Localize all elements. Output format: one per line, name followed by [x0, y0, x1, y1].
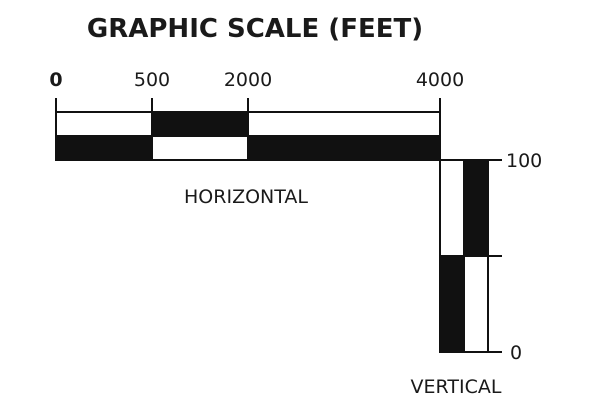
segment	[439, 255, 465, 353]
horizontal-label: HORIZONTAL	[184, 186, 308, 208]
vertical-label: VERTICAL	[411, 376, 502, 398]
tick-label: 0	[49, 69, 62, 91]
segment	[463, 159, 489, 257]
tick-label: 500	[134, 69, 170, 91]
tick-label: 2000	[224, 69, 272, 91]
segment	[151, 111, 249, 137]
tick-label: 4000	[416, 69, 464, 91]
vertical-scale	[439, 159, 502, 353]
horizontal-scale	[55, 98, 441, 161]
segment	[247, 135, 441, 161]
segment	[55, 135, 153, 161]
tick-label: 0	[510, 342, 522, 364]
tick-label: 100	[506, 150, 542, 172]
title: GRAPHIC SCALE (FEET)	[87, 14, 423, 44]
